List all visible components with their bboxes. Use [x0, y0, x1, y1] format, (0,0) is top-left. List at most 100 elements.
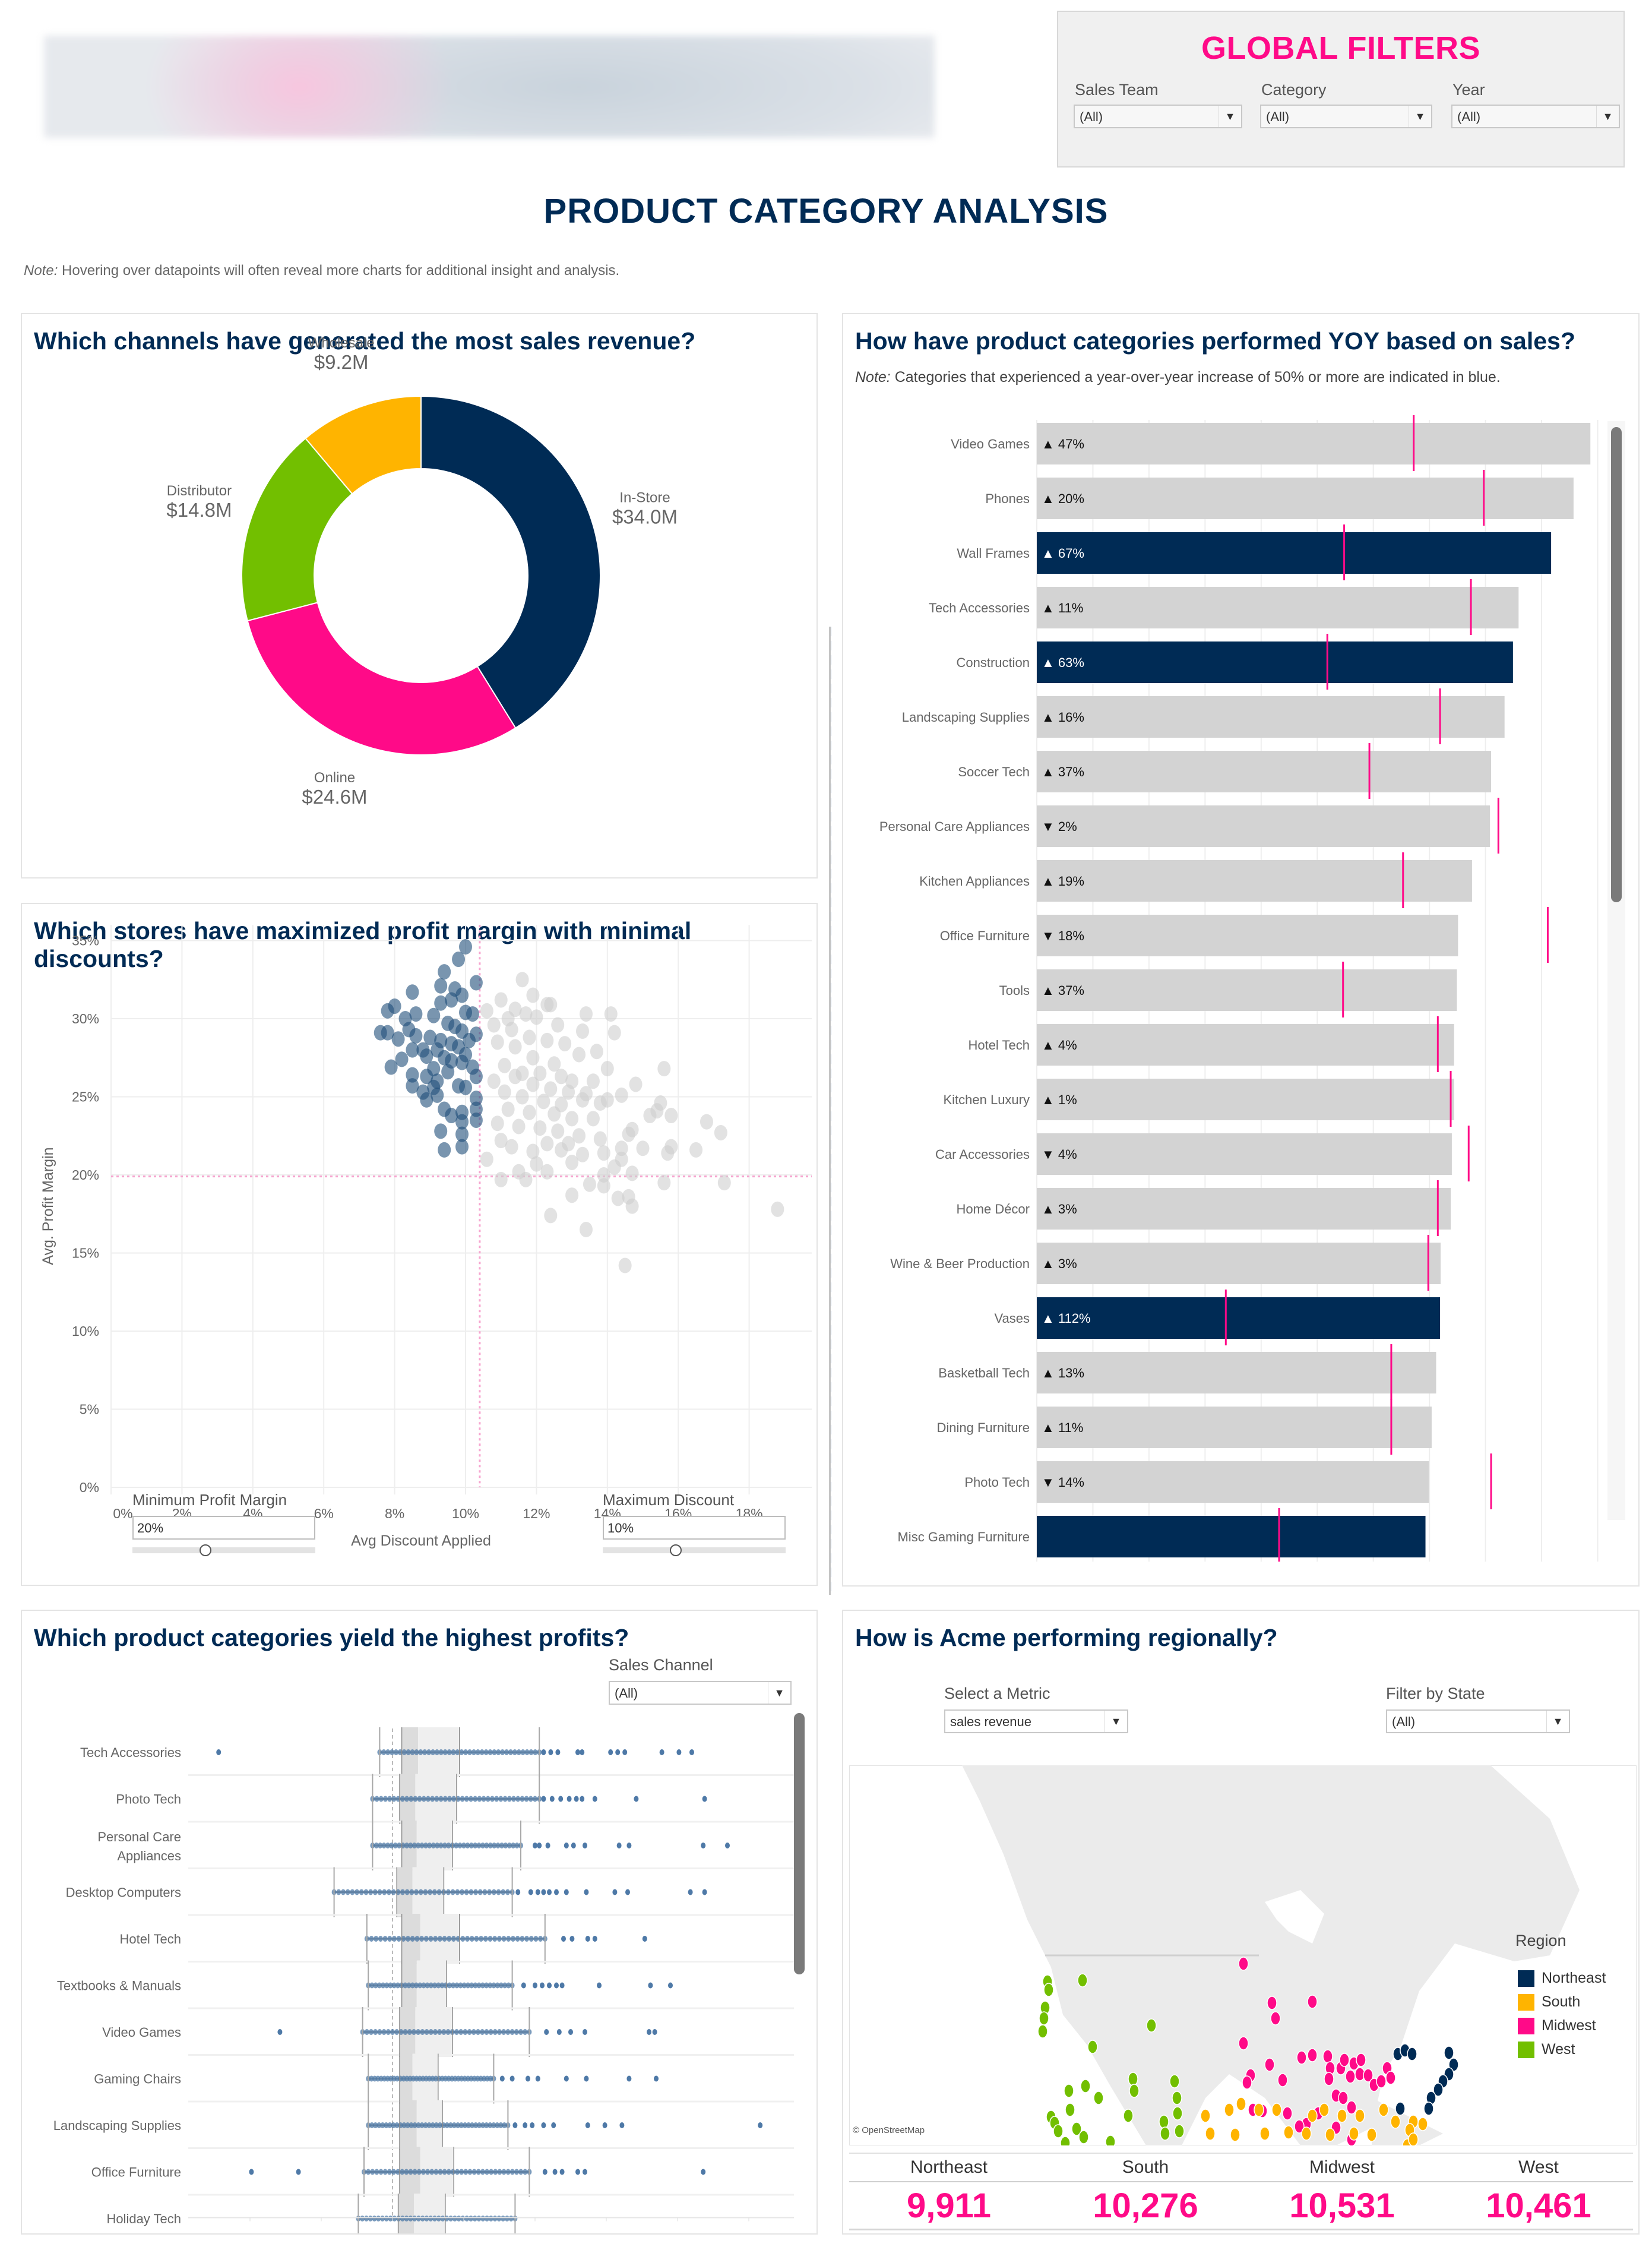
outlier-point[interactable]	[619, 2122, 625, 2128]
store-location-west[interactable]	[1039, 2011, 1049, 2025]
store-point[interactable]	[547, 1056, 561, 1072]
store-point[interactable]	[384, 1059, 398, 1075]
outlier-point[interactable]	[634, 1796, 639, 1802]
profit-point[interactable]	[428, 1936, 433, 1942]
profit-point[interactable]	[523, 2029, 528, 2035]
store-point[interactable]	[420, 1048, 433, 1064]
profit-point[interactable]	[451, 1982, 456, 1989]
profit-point[interactable]	[533, 1936, 539, 1942]
store-point[interactable]	[494, 992, 508, 1008]
outlier-point[interactable]	[541, 1796, 546, 1802]
profit-point[interactable]	[487, 1889, 492, 1895]
outlier-point[interactable]	[702, 1796, 707, 1802]
profit-point[interactable]	[504, 1749, 509, 1755]
profit-point[interactable]	[422, 1749, 428, 1755]
outlier-point[interactable]	[558, 1796, 564, 1802]
profit-point[interactable]	[419, 1843, 425, 1848]
outlier-point[interactable]	[564, 2075, 569, 2082]
profit-point[interactable]	[495, 1982, 500, 1989]
store-location-south[interactable]	[1354, 2109, 1365, 2123]
store-location-south[interactable]	[1205, 2126, 1216, 2141]
store-point[interactable]	[519, 1006, 533, 1022]
profit-point[interactable]	[499, 1843, 504, 1848]
map-attribution[interactable]: © OpenStreetMap	[850, 2124, 928, 2137]
store-point[interactable]	[657, 1175, 671, 1191]
outlier-point[interactable]	[647, 2029, 651, 2035]
profit-point[interactable]	[509, 2029, 515, 2035]
store-point[interactable]	[515, 1089, 529, 1105]
outlier-point[interactable]	[580, 1749, 585, 1755]
store-location-south[interactable]	[1271, 2103, 1282, 2117]
outlier-point[interactable]	[547, 1889, 552, 1895]
profit-point[interactable]	[363, 1889, 369, 1895]
profit-point[interactable]	[383, 1796, 388, 1802]
outlier-point[interactable]	[540, 1982, 545, 1989]
store-location-midwest[interactable]	[1296, 2050, 1307, 2065]
store-location-midwest[interactable]	[1322, 2049, 1333, 2063]
profit-point[interactable]	[455, 1889, 460, 1895]
profit-point[interactable]	[469, 1843, 474, 1848]
profit-point[interactable]	[420, 2169, 426, 2175]
chevron-down-icon[interactable]: ▼	[1219, 106, 1241, 127]
profit-point[interactable]	[508, 1749, 513, 1755]
profit-point[interactable]	[477, 1889, 483, 1895]
profit-point[interactable]	[336, 1889, 341, 1895]
store-point[interactable]	[512, 1118, 526, 1135]
profit-point[interactable]	[480, 1982, 485, 1989]
profit-point[interactable]	[454, 2029, 459, 2035]
profit-point[interactable]	[425, 2169, 431, 2175]
store-point[interactable]	[604, 1006, 618, 1022]
legend-item-northeast[interactable]: Northeast	[1518, 1970, 1606, 1987]
profit-point[interactable]	[416, 2122, 421, 2128]
profit-point[interactable]	[432, 1982, 438, 1989]
profit-point[interactable]	[483, 1749, 489, 1755]
store-point[interactable]	[661, 1145, 675, 1161]
profit-point[interactable]	[381, 2029, 387, 2035]
yoy-bar[interactable]	[1037, 805, 1490, 847]
store-point[interactable]	[600, 1092, 614, 1108]
store-point[interactable]	[547, 1106, 561, 1122]
store-point[interactable]	[469, 1091, 483, 1107]
profit-point[interactable]	[466, 2122, 471, 2128]
outlier-point[interactable]	[575, 2169, 580, 2175]
profit-point[interactable]	[376, 2122, 382, 2128]
store-point[interactable]	[469, 1112, 483, 1128]
store-point[interactable]	[533, 1120, 547, 1136]
profit-point[interactable]	[373, 1982, 378, 1989]
chevron-down-icon[interactable]: ▼	[768, 1682, 790, 1704]
profit-point[interactable]	[404, 2169, 409, 2175]
store-point[interactable]	[526, 1143, 540, 1159]
profit-point[interactable]	[418, 1889, 423, 1895]
max-discount-input[interactable]: 10%	[603, 1516, 786, 1540]
outlier-point[interactable]	[602, 2122, 607, 2128]
store-point[interactable]	[540, 1032, 554, 1048]
profit-point[interactable]	[455, 2169, 460, 2175]
profit-point[interactable]	[491, 2122, 496, 2128]
store-point[interactable]	[498, 1084, 511, 1100]
store-point[interactable]	[438, 964, 451, 980]
outlier-point[interactable]	[561, 1936, 566, 1942]
yoy-bar[interactable]	[1037, 696, 1505, 738]
profit-point[interactable]	[465, 1843, 470, 1848]
chevron-down-icon[interactable]: ▼	[1409, 106, 1431, 127]
outlier-point[interactable]	[701, 2169, 706, 2175]
profit-point[interactable]	[501, 1889, 506, 1895]
profit-point[interactable]	[340, 1889, 346, 1895]
profit-point[interactable]	[427, 1843, 432, 1848]
outlier-point[interactable]	[626, 2075, 632, 2082]
profit-point[interactable]	[520, 1749, 526, 1755]
yoy-bar[interactable]	[1037, 532, 1552, 574]
profit-point[interactable]	[437, 2029, 442, 2035]
profit-point[interactable]	[447, 1936, 452, 1942]
profit-point[interactable]	[471, 1749, 476, 1755]
outlier-point[interactable]	[509, 2075, 515, 2082]
profit-point[interactable]	[455, 1749, 460, 1755]
profit-point[interactable]	[471, 2169, 477, 2175]
store-point[interactable]	[469, 1069, 483, 1085]
outlier-point[interactable]	[567, 1796, 572, 1802]
store-location-midwest[interactable]	[1324, 2072, 1334, 2086]
store-location-west[interactable]	[1172, 2091, 1182, 2105]
profit-point[interactable]	[374, 1796, 379, 1802]
store-point[interactable]	[593, 1131, 607, 1147]
store-location-midwest[interactable]	[1385, 2071, 1396, 2085]
